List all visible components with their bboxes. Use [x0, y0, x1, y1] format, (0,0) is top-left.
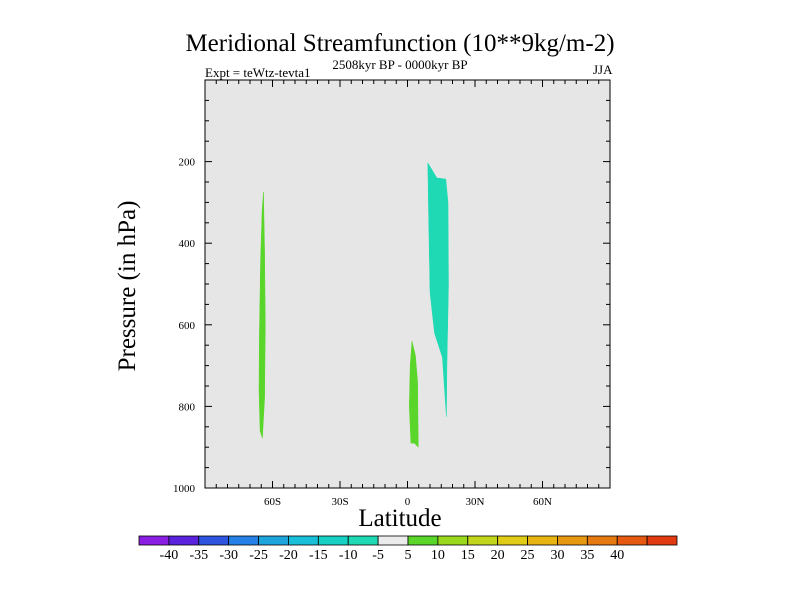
- colorbar-swatch: [377, 535, 409, 546]
- contour-regions: [258, 161, 449, 448]
- colorbar-label: -30: [219, 548, 238, 563]
- colorbar-label: 10: [431, 548, 445, 563]
- colorbar-swatch: [646, 535, 678, 546]
- x-tick-label: 30S: [331, 496, 348, 508]
- colorbar-label: -20: [279, 548, 298, 563]
- colorbar-label: 35: [580, 548, 594, 563]
- colorbar-label: 30: [550, 548, 564, 563]
- contour-region-southern-high-latitude-positive: [258, 192, 266, 439]
- colorbar-swatch: [317, 535, 349, 546]
- x-tick-label: 30N: [466, 496, 485, 508]
- colorbar-label: 25: [521, 548, 535, 563]
- colorbar-swatch: [288, 535, 319, 546]
- colorbar-swatch: [586, 535, 618, 546]
- colorbar-label: -35: [189, 548, 208, 563]
- contour-region-near-equator-positive: [409, 341, 419, 448]
- colorbar-label: -40: [160, 548, 179, 563]
- contour-region-northern-tropics-negative: [427, 161, 449, 417]
- chart-subtitle: 2508kyr BP - 0000kyr BP: [332, 57, 468, 72]
- colorbar-swatch: [497, 535, 528, 546]
- y-tick-label: 600: [179, 320, 196, 332]
- colorbar-swatch: [527, 535, 558, 546]
- colorbar-swatch: [198, 535, 230, 546]
- colorbar-swatch: [616, 535, 648, 546]
- colorbar-swatch: [467, 535, 499, 546]
- colorbar-swatch: [138, 535, 170, 546]
- axis-ticks: 200 400 600 800 1000 60S 30S 0 30N 60N: [173, 80, 610, 508]
- y-tick-label: 200: [179, 157, 196, 169]
- colorbar-swatch: [347, 535, 379, 546]
- season-label: JJA: [593, 62, 613, 77]
- colorbar-label: 20: [491, 548, 505, 563]
- plot-area: [205, 80, 610, 488]
- colorbar-swatch: [407, 535, 439, 546]
- colorbar-label: 15: [461, 548, 475, 563]
- colorbar-swatch: [228, 535, 259, 546]
- colorbar-label: 40: [610, 548, 624, 563]
- experiment-label: Expt = teWtz-tevta1: [205, 65, 311, 80]
- colorbar-label: -10: [339, 548, 358, 563]
- x-axis-label: Latitude: [358, 505, 442, 532]
- colorbar-label: -5: [372, 548, 384, 563]
- colorbar-swatch: [437, 535, 469, 546]
- x-tick-label: 60N: [533, 496, 552, 508]
- colorbar: -40 -35 -30 -25 -20 -15 -10 -5 5 10 15 20 25 30 35 40: [138, 535, 678, 563]
- y-tick-label: 400: [179, 238, 196, 250]
- x-tick-label: 60S: [264, 496, 281, 508]
- x-tick-label: 0: [405, 496, 411, 508]
- chart-title: Meridional Streamfunction (10**9kg/m-2): [185, 30, 615, 57]
- colorbar-swatch: [557, 535, 588, 546]
- y-tick-label: 1000: [173, 483, 196, 495]
- colorbar-swatch: [258, 535, 289, 546]
- colorbar-label: -15: [309, 548, 328, 563]
- colorbar-label: -25: [249, 548, 268, 563]
- colorbar-swatch: [168, 535, 200, 546]
- y-tick-label: 800: [179, 401, 196, 413]
- colorbar-label: 5: [405, 548, 412, 563]
